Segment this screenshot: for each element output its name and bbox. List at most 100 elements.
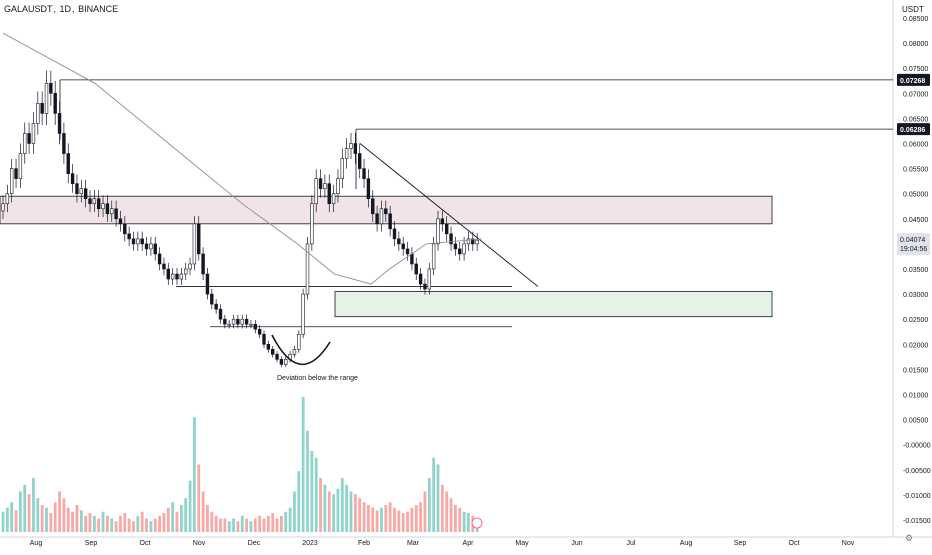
volume-bar [340,478,344,532]
candle-body [44,82,49,114]
candle-body [101,203,105,210]
volume-bar [458,507,462,532]
volume-bar [232,518,235,532]
volume-bar [175,511,179,532]
candle-body [105,203,110,215]
volume-bar [266,515,270,532]
time-tick-label: Feb [358,540,370,547]
volume-bar [406,511,409,532]
volume-bar [349,491,353,532]
candle-body [231,318,236,325]
volume-bar [427,478,431,532]
price-tick-label: 0.02500 [903,317,928,324]
volume-bar [462,511,466,532]
symbol-name[interactable]: GALAUSDT [4,4,53,14]
time-tick-label: Oct [140,540,151,547]
candle-body [292,349,297,355]
price-tick-label: 0.07500 [903,66,928,73]
volume-bar [214,515,218,532]
candle-body [223,318,227,325]
candle-body [392,228,397,240]
candle-body [149,243,153,250]
candle-body [5,193,10,205]
countdown-label: 19:04:56 [900,246,927,253]
volume-bar [158,515,161,532]
level-price-tag [897,123,930,136]
candle-body [371,198,375,215]
price-tick-label: -0.01000 [903,493,931,500]
candle-body [379,208,384,225]
volume-bar [19,491,22,532]
time-tick-label: Aug [680,540,693,547]
price-tick-label: 0.04500 [903,217,928,224]
price-tick-label: 0.06000 [903,142,928,149]
volume-bar [371,507,375,532]
candle-body [27,133,31,144]
volume-bar [401,513,405,532]
volume-bar [210,511,214,532]
candle-body [40,103,44,114]
volume-bar [40,505,44,532]
candle-body [262,333,266,345]
volume-bar [410,507,414,532]
volume-bar [188,480,192,532]
volume-bar [288,507,292,532]
candle-body [431,243,436,270]
candle-body [110,208,114,215]
moving-average-line [2,32,482,285]
volume-bar [419,502,422,532]
volume-bar [179,505,183,532]
volume-bar [454,505,457,532]
volume-bar [436,464,440,532]
volume-bar [345,484,349,532]
candle-body [453,243,458,250]
candle-body [362,168,366,179]
candle-body [75,183,79,195]
candle-body [344,148,349,159]
volume-bar [262,518,266,532]
candle-body [440,218,445,225]
candle-body [397,238,401,245]
volume-bar [53,502,57,532]
candle-body [284,359,288,365]
candle-body [66,153,70,174]
volume-bar [106,515,109,532]
volume-bar [449,498,453,532]
candle-body [114,208,118,220]
candle-body [131,238,136,245]
volume-bar [323,484,327,532]
candle-body [57,113,62,134]
price-tick-label: 0.00500 [903,418,928,425]
candle-body [257,328,262,335]
settings-icon[interactable]: ⚙ [905,533,914,543]
candle-body [1,203,5,212]
price-tick-label: 0.08000 [903,41,928,48]
volume-bar [32,478,35,532]
candle-body [475,239,479,245]
candle-body [436,218,440,245]
candle-body [10,168,14,195]
last-price-label: 0.04074 [900,237,925,244]
candle-body [444,223,449,235]
price-tick-label: 0.06500 [903,116,928,123]
volume-bar [88,513,92,532]
price-tick-label: 0.03000 [903,292,928,299]
candle-body [384,208,388,215]
volume-bar [223,518,227,532]
price-tick-label: 0.05000 [903,192,928,199]
candle-body [175,273,179,280]
volume-bar [136,515,140,532]
volume-bar [362,502,366,532]
interval-label[interactable]: 1D [59,4,72,14]
volume-bar [84,515,88,532]
candle-body [466,238,471,245]
candle-body [123,223,127,235]
time-tick-label: Dec [248,540,261,547]
level-price-label: 0.07268 [900,78,925,85]
price-axis-unit: USDT [902,5,924,14]
time-tick-label: Nov [193,540,206,547]
symbol-header: GALAUSDT, 1D, BINANCE [4,4,119,14]
candle-body [162,263,166,270]
candle-body [140,238,144,245]
